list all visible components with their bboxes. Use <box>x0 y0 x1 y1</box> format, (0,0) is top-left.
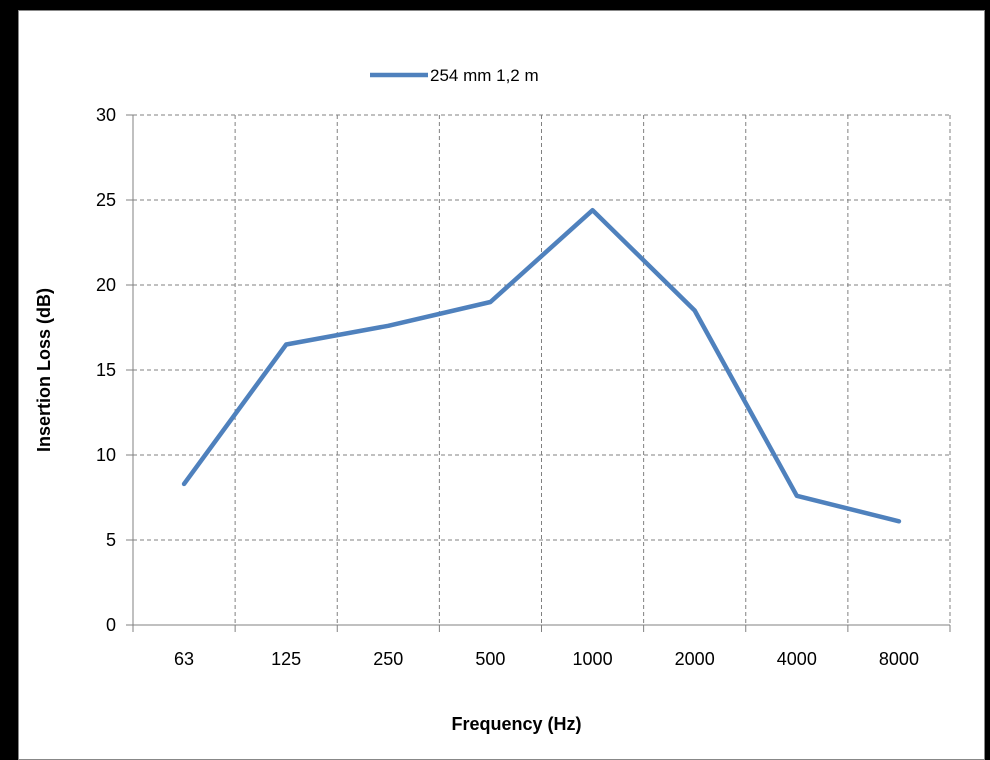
x-tick-label: 63 <box>174 649 194 669</box>
legend: 254 mm 1,2 m <box>370 66 539 85</box>
x-tick-label: 500 <box>475 649 505 669</box>
y-tick-label: 25 <box>96 190 116 210</box>
series-line <box>181 207 902 524</box>
y-tick-label: 5 <box>106 530 116 550</box>
chart-area <box>18 10 985 760</box>
x-tick-label: 125 <box>271 649 301 669</box>
x-axis-title: Frequency (Hz) <box>451 714 581 734</box>
x-tick-label: 2000 <box>675 649 715 669</box>
x-tick-label: 250 <box>373 649 403 669</box>
grid <box>133 114 951 625</box>
x-tick-label: 8000 <box>879 649 919 669</box>
y-tick-label: 30 <box>96 105 116 125</box>
y-tick-label: 15 <box>96 360 116 380</box>
series <box>181 207 902 524</box>
axes: 0 5 10 15 20 25 30 63 125 250 500 1000 2000 4000 8000 <box>96 105 951 669</box>
x-tick-label: 1000 <box>573 649 613 669</box>
legend-label: 254 mm 1,2 m <box>430 66 539 85</box>
y-tick-label: 10 <box>96 445 116 465</box>
y-tick-label: 0 <box>106 615 116 635</box>
x-tick-label: 4000 <box>777 649 817 669</box>
y-tick-label: 20 <box>96 275 116 295</box>
y-axis-title: Insertion Loss (dB) <box>34 288 54 452</box>
